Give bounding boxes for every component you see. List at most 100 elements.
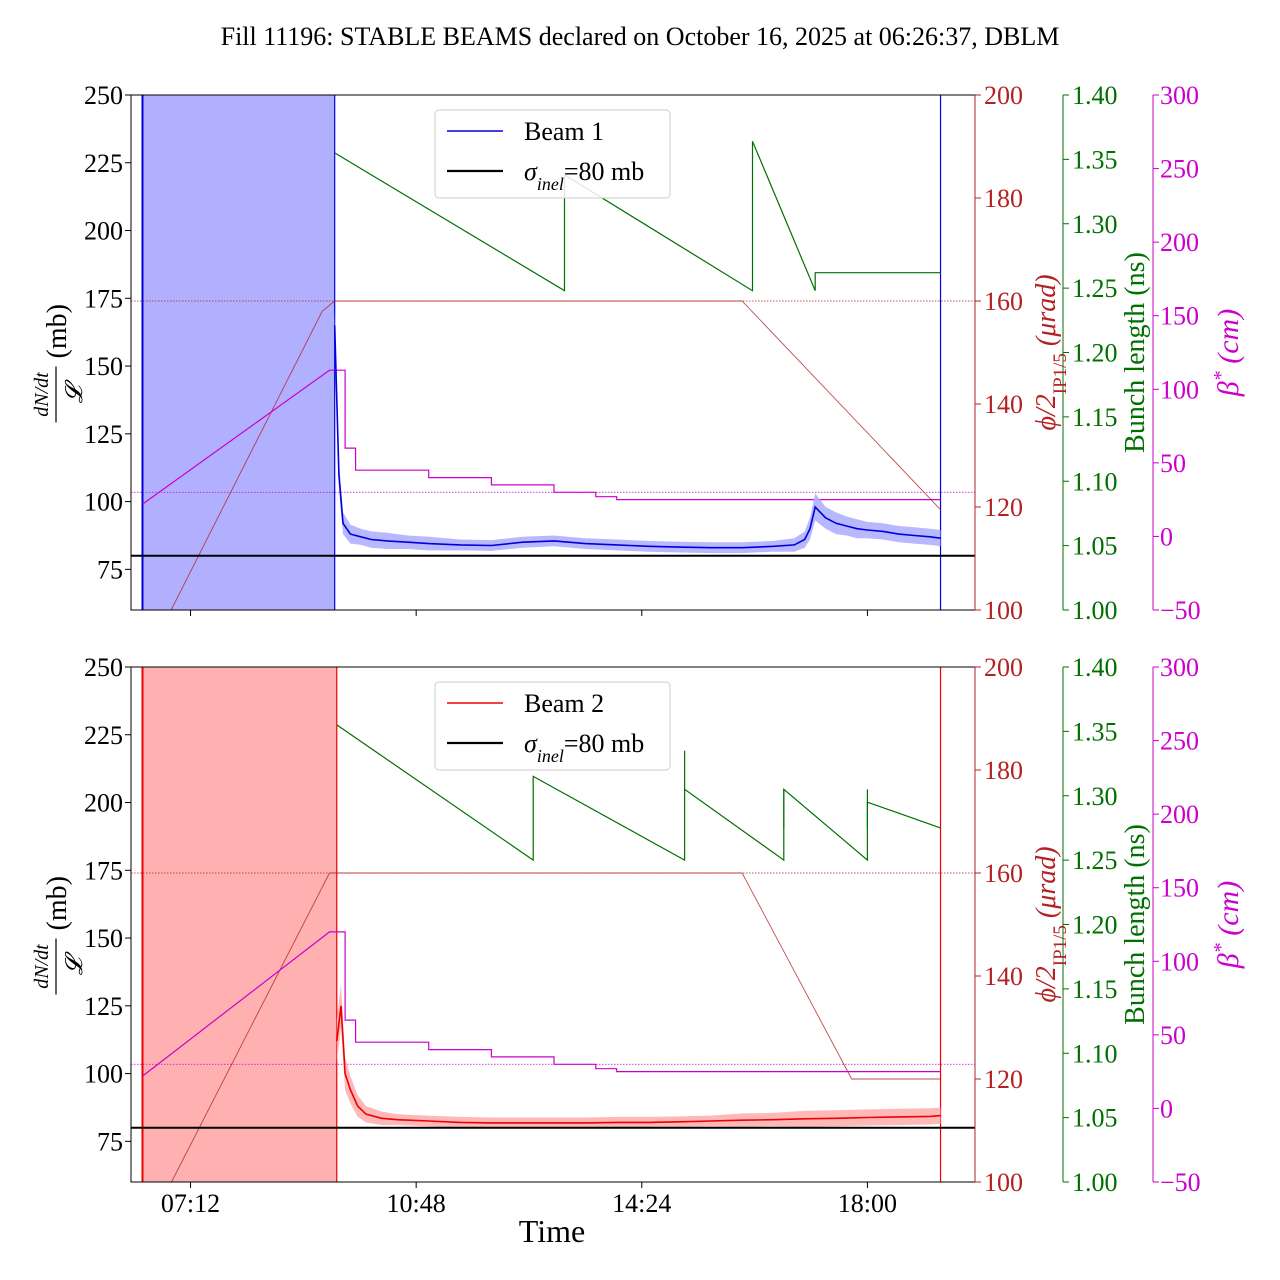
beam-uncertainty-band [334, 311, 941, 554]
beta-tick-label: 300 [1160, 81, 1199, 110]
beta-axis-label: β* (cm) [1210, 309, 1245, 397]
legend-beam-label: Beam 2 [524, 689, 604, 718]
beam-ratio-line [333, 325, 941, 549]
bunch-tick-label: 1.00 [1072, 596, 1118, 625]
left-tick-label: 225 [84, 149, 123, 178]
plot-area [131, 667, 975, 1182]
bunch-axis-label: Bunch length (ns) [1120, 252, 1151, 453]
beta-superscript: * [1210, 371, 1232, 381]
left-tick-label: 250 [84, 653, 123, 682]
left-tick-label: 175 [84, 856, 123, 885]
phi-symbol: ϕ/2 [1031, 966, 1062, 1002]
beta-axis-label: β* (cm) [1210, 881, 1245, 969]
bunch-tick-label: 1.10 [1072, 467, 1118, 496]
ratio-numerator: dN/dt [31, 372, 53, 417]
bunch-tick-label: 1.20 [1072, 911, 1118, 940]
beta-tick-label: −50 [1160, 1168, 1201, 1197]
x-tick-label: 14:24 [612, 1189, 671, 1218]
phi-tick-label: 120 [984, 493, 1023, 522]
beta-tick-label: 200 [1160, 800, 1199, 829]
beta-tick-label: −50 [1160, 596, 1201, 625]
bunch-tick-label: 1.25 [1072, 846, 1118, 875]
bunch-tick-label: 1.15 [1072, 403, 1118, 432]
beta-tick-label: 200 [1160, 228, 1199, 257]
phi-tick-label: 180 [984, 756, 1023, 785]
left-tick-label: 200 [84, 789, 123, 818]
left-tick-label: 100 [84, 488, 123, 517]
beta-tick-label: 100 [1160, 375, 1199, 404]
beta-symbol: β [1212, 381, 1245, 397]
left-tick-label: 250 [84, 81, 123, 110]
phi-tick-label: 200 [984, 653, 1023, 682]
bunch-tick-label: 1.30 [1072, 210, 1118, 239]
legend-sigma-subscript: inel [537, 746, 564, 766]
legend-sigma-value: =80 mb [564, 729, 644, 758]
beta-tick-label: 0 [1160, 1094, 1173, 1123]
beta-tick-label: 50 [1160, 449, 1186, 478]
legend-sigma-label: σinel=80 mb [524, 157, 644, 194]
left-axis-label: dN/dt 𝓛 (mb) [31, 304, 88, 423]
beta-unit: (cm) [1212, 309, 1245, 371]
beam-uncertainty-band [336, 984, 941, 1129]
left-tick-label: 175 [84, 284, 123, 313]
phi-axis-label: ϕ/2IP1/5 (μrad) [1031, 274, 1071, 430]
left-axis-label: dN/dt 𝓛 (mb) [31, 876, 88, 995]
left-tick-label: 150 [84, 924, 123, 953]
x-tick-label: 10:48 [387, 1189, 446, 1218]
phi-tick-label: 100 [984, 596, 1023, 625]
phi-tick-label: 100 [984, 1168, 1023, 1197]
beta-tick-label: 300 [1160, 653, 1199, 682]
left-tick-label: 150 [84, 352, 123, 381]
bunch-tick-label: 1.15 [1072, 975, 1118, 1004]
phi-tick-label: 200 [984, 81, 1023, 110]
beta-series-line [142, 369, 941, 505]
bunch-tick-label: 1.10 [1072, 1039, 1118, 1068]
legend-beam-label: Beam 1 [524, 117, 604, 146]
bunch-tick-label: 1.05 [1072, 532, 1118, 561]
left-tick-label: 100 [84, 1060, 123, 1089]
bunch-axis-label: Bunch length (ns) [1120, 824, 1151, 1025]
phi-series-line [170, 300, 941, 610]
bunch-tick-label: 1.20 [1072, 339, 1118, 368]
bunch-tick-label: 1.00 [1072, 1168, 1118, 1197]
beta-tick-label: 150 [1160, 874, 1199, 903]
phi-subscript: IP1/5 [1050, 925, 1071, 966]
legend-sigma-symbol: σ [524, 157, 538, 186]
beta-tick-label: 100 [1160, 947, 1199, 976]
left-tick-label: 125 [84, 420, 123, 449]
beta-tick-label: 250 [1160, 727, 1199, 756]
phi-tick-label: 160 [984, 859, 1023, 888]
beam-ratio-line [336, 1005, 941, 1124]
phi-unit: (μrad) [1031, 274, 1062, 353]
ratio-unit: (mb) [42, 304, 73, 358]
bunch-tick-label: 1.30 [1072, 782, 1118, 811]
bunch-tick-label: 1.40 [1072, 81, 1118, 110]
legend-sigma-subscript: inel [537, 174, 564, 194]
phi-tick-label: 180 [984, 184, 1023, 213]
legend: Beam 1 σinel=80 mb [434, 109, 671, 199]
phi-symbol: ϕ/2 [1031, 394, 1062, 430]
legend-sigma-value: =80 mb [564, 157, 644, 186]
legend-box [434, 681, 671, 771]
ratio-denominator: 𝓛 [62, 951, 88, 975]
phi-tick-label: 120 [984, 1065, 1023, 1094]
filled-region [142, 95, 335, 610]
plot-area [131, 95, 975, 610]
beta-tick-label: 0 [1160, 522, 1173, 551]
left-tick-label: 125 [84, 992, 123, 1021]
ratio-denominator: 𝓛 [62, 379, 88, 403]
legend-sigma-label: σinel=80 mb [524, 729, 644, 766]
phi-tick-label: 160 [984, 287, 1023, 316]
phi-subscript: IP1/5 [1050, 353, 1071, 394]
panel-bottom: 75 100 125 150 175 200 225 250 07:12 10:48 14:24 18… [31, 653, 1245, 1218]
ratio-unit: (mb) [42, 876, 73, 930]
left-tick-label: 75 [97, 555, 123, 584]
filled-region [142, 667, 337, 1182]
x-tick-label: 07:12 [161, 1189, 220, 1218]
phi-axis-label: ϕ/2IP1/5 (μrad) [1031, 846, 1071, 1002]
bunch-tick-label: 1.40 [1072, 653, 1118, 682]
bunch-length-line [336, 724, 941, 862]
beta-tick-label: 50 [1160, 1021, 1186, 1050]
beta-unit: (cm) [1212, 881, 1245, 943]
